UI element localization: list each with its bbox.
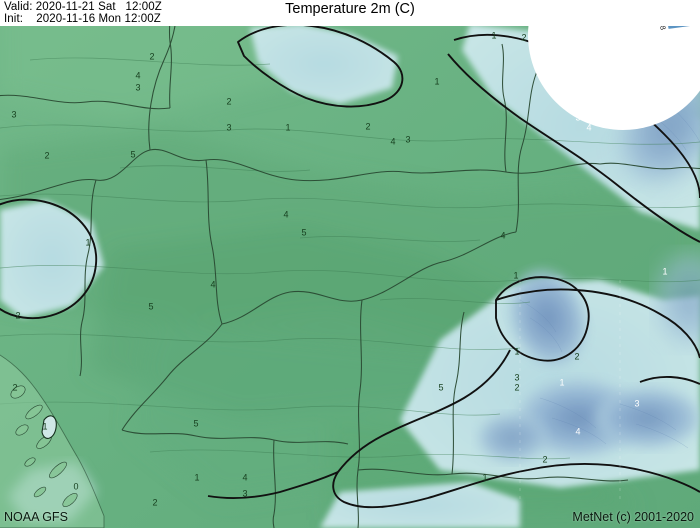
valid-time-label: Valid: 2020-11-21 Sat 12:00Z — [4, 1, 162, 13]
legend-tick-label: -8 — [658, 22, 668, 30]
init-time-label: Init: 2020-11-16 Mon 12:00Z — [4, 13, 161, 25]
contour-lines — [0, 57, 700, 460]
coastline — [0, 354, 105, 528]
header-band: Valid: 2020-11-21 Sat 12:00Z Init: 2020-… — [0, 0, 700, 26]
model-credit: NOAA GFS — [4, 510, 68, 524]
provider-credit: MetNet (c) 2001-2020 — [572, 510, 694, 524]
page-title: Temperature 2m (C) — [285, 1, 415, 17]
